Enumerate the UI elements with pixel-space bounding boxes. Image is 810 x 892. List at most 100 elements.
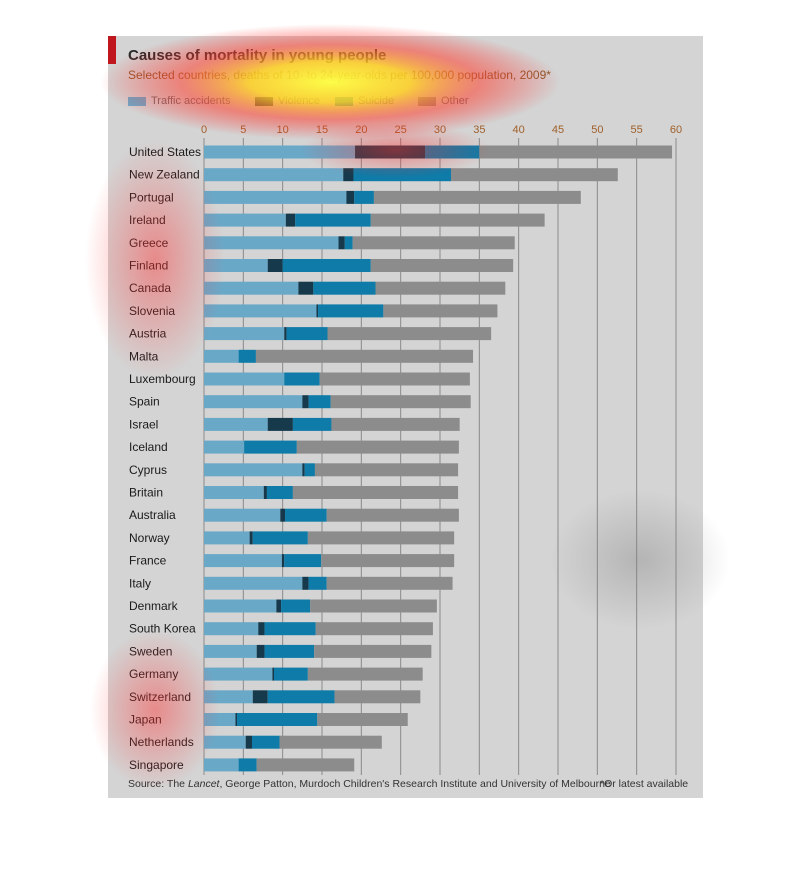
bar-canada-violence xyxy=(298,281,314,295)
bar-norway-suicide xyxy=(252,531,308,545)
tick-label-20: 20 xyxy=(355,124,367,136)
bar-france-traffic xyxy=(204,554,282,568)
bar-austria-traffic xyxy=(204,327,285,341)
bar-new-zealand-other xyxy=(451,168,618,182)
bar-new-zealand-suicide xyxy=(353,168,452,182)
bar-netherlands-suicide xyxy=(251,735,280,749)
bar-united-states-other xyxy=(479,145,673,159)
category-label-iceland: Iceland xyxy=(129,440,168,454)
bar-switzerland-violence xyxy=(252,690,268,704)
bar-sweden-other xyxy=(314,644,432,658)
tick-label-30: 30 xyxy=(434,124,446,136)
bar-norway-other xyxy=(307,531,455,545)
bar-ireland-suicide xyxy=(295,213,371,227)
bar-south-korea-violence xyxy=(258,622,265,636)
bar-britain-suicide xyxy=(266,486,293,499)
bar-japan-other xyxy=(317,713,408,726)
bar-new-zealand-violence xyxy=(343,168,354,182)
bar-finland-traffic xyxy=(204,259,268,272)
tick-label-50: 50 xyxy=(591,124,603,136)
category-label-united-states: United States xyxy=(129,145,201,159)
bar-spain-suicide xyxy=(308,395,331,409)
bar-slovenia-other xyxy=(383,304,498,318)
bar-germany-suicide xyxy=(274,667,308,681)
bar-canada-suicide xyxy=(313,281,376,295)
bar-italy-other xyxy=(326,576,453,590)
category-label-switzerland: Switzerland xyxy=(129,690,191,704)
footnote: *Or latest available xyxy=(600,778,689,790)
bar-switzerland-suicide xyxy=(267,690,335,704)
bar-south-korea-suicide xyxy=(264,622,316,636)
source-prefix: Source: The xyxy=(128,778,188,790)
bar-france-other xyxy=(321,554,455,568)
bar-greece-traffic xyxy=(204,236,339,250)
bar-spain-other xyxy=(330,395,471,409)
category-label-australia: Australia xyxy=(129,508,176,522)
bar-australia-suicide xyxy=(285,508,327,522)
bar-italy-violence xyxy=(302,576,309,590)
bar-spain-violence xyxy=(302,395,309,409)
category-label-cyprus: Cyprus xyxy=(129,463,167,477)
bar-germany-traffic xyxy=(204,667,273,681)
tick-label-15: 15 xyxy=(316,124,328,136)
bar-south-korea-other xyxy=(315,622,433,636)
bar-austria-suicide xyxy=(286,327,328,341)
bar-portugal-suicide xyxy=(354,190,374,204)
tick-label-35: 35 xyxy=(473,124,485,136)
category-label-slovenia: Slovenia xyxy=(129,304,175,318)
bar-singapore-other xyxy=(256,758,355,772)
bar-greece-violence xyxy=(338,236,345,250)
bar-japan-suicide xyxy=(237,713,318,726)
bar-britain-other xyxy=(292,486,459,499)
tick-label-55: 55 xyxy=(631,124,643,136)
category-label-spain: Spain xyxy=(129,395,160,409)
bar-iceland-suicide xyxy=(244,440,297,454)
category-label-norway: Norway xyxy=(129,531,170,545)
bar-sweden-suicide xyxy=(264,644,315,658)
bar-switzerland-other xyxy=(334,690,421,704)
bar-france-violence xyxy=(281,554,285,568)
category-label-france: France xyxy=(129,554,167,568)
tick-label-25: 25 xyxy=(395,124,407,136)
bar-united-states-traffic xyxy=(204,145,356,159)
bar-singapore-suicide xyxy=(238,758,257,772)
bar-greece-other xyxy=(352,236,515,250)
category-label-italy: Italy xyxy=(129,576,151,590)
bar-ireland-other xyxy=(370,213,545,227)
category-label-britain: Britain xyxy=(129,486,163,500)
bar-slovenia-violence xyxy=(316,304,319,318)
bar-france-suicide xyxy=(284,554,322,568)
category-label-germany: Germany xyxy=(129,667,178,681)
bar-canada-other xyxy=(375,281,506,295)
bar-canada-traffic xyxy=(204,281,299,295)
bar-denmark-other xyxy=(310,599,437,613)
tick-label-45: 45 xyxy=(552,124,564,136)
bar-united-states-suicide xyxy=(425,145,480,159)
category-label-ireland: Ireland xyxy=(129,213,166,227)
bar-united-states-violence xyxy=(355,145,426,159)
bar-luxembourg-traffic xyxy=(204,372,285,386)
bar-sweden-traffic xyxy=(204,644,257,658)
bar-denmark-suicide xyxy=(281,599,311,613)
bar-germany-other xyxy=(307,667,423,681)
bar-greece-suicide xyxy=(344,236,353,250)
bar-israel-suicide xyxy=(292,417,332,431)
source-rest: , George Patton, Murdoch Children's Rese… xyxy=(219,778,611,790)
bar-cyprus-violence xyxy=(302,463,305,477)
bar-finland-other xyxy=(370,259,514,272)
bar-austria-violence xyxy=(284,327,287,341)
category-label-new-zealand: New Zealand xyxy=(129,168,200,182)
bar-finland-suicide xyxy=(282,259,371,272)
bar-iceland-traffic xyxy=(204,440,245,454)
bar-israel-traffic xyxy=(204,417,268,431)
category-label-netherlands: Netherlands xyxy=(129,735,194,749)
bar-switzerland-traffic xyxy=(204,690,253,704)
bar-sweden-violence xyxy=(256,644,265,658)
bar-luxembourg-other xyxy=(319,372,470,386)
category-label-malta: Malta xyxy=(129,349,159,363)
bar-portugal-violence xyxy=(346,190,355,204)
bar-denmark-traffic xyxy=(204,599,277,613)
bar-new-zealand-traffic xyxy=(204,168,344,182)
bar-norway-traffic xyxy=(204,531,250,545)
bar-malta-other xyxy=(255,349,474,363)
